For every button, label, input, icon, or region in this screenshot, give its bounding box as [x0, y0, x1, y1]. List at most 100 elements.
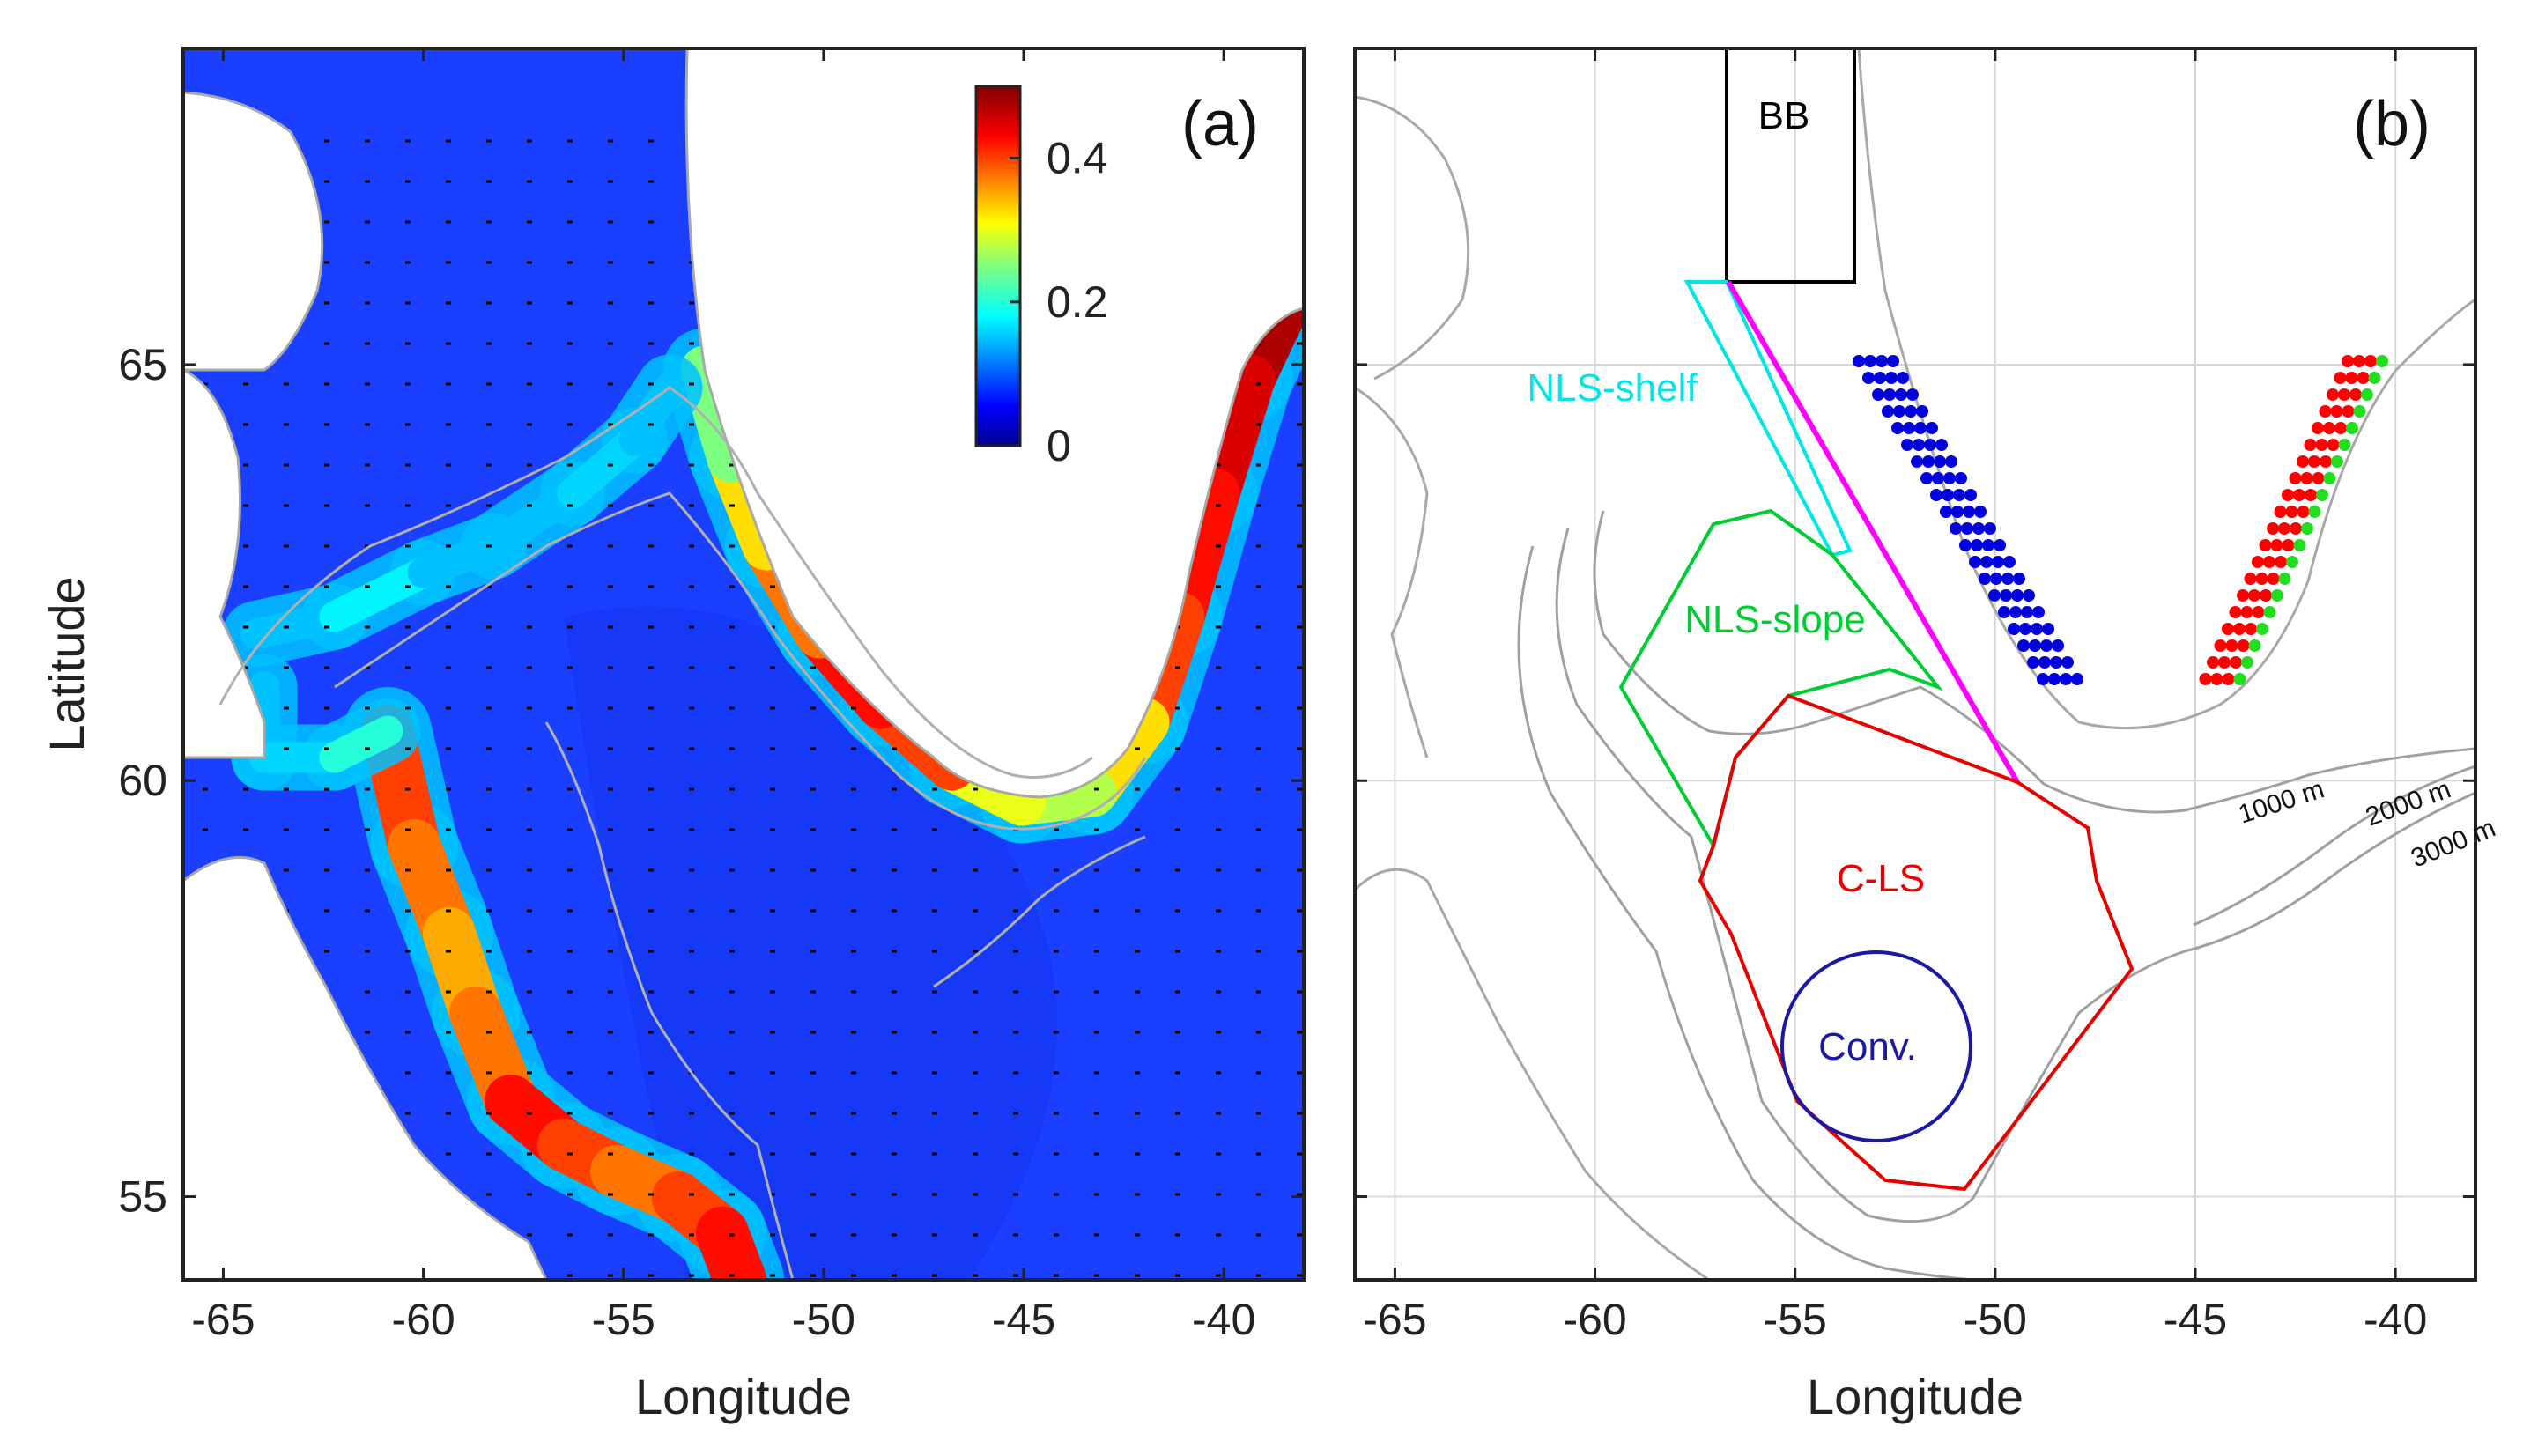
panel-b-frame	[1353, 47, 2477, 1282]
station-dot-east-inner	[2364, 355, 2377, 367]
station-dot-east-inner	[2267, 522, 2279, 535]
station-dot-west	[1994, 539, 2006, 551]
panel-b-xlabel: Longitude	[1807, 1369, 2024, 1424]
station-dot-west	[2019, 623, 2031, 635]
panel-b-map	[1355, 48, 2475, 1280]
station-dot-west	[2038, 656, 2051, 669]
station-dot-east-outer	[2293, 539, 2306, 551]
station-dot-east-inner	[2323, 422, 2335, 434]
station-dot-east-outer	[2248, 639, 2261, 652]
colorbar-tick-label: 0	[1047, 421, 1071, 470]
label-nls-slope: NLS-slope	[1684, 598, 1865, 641]
panel-a-ylabel: Latitude	[39, 576, 94, 751]
station-dot-east-outer	[2346, 422, 2358, 434]
station-dot-east-outer	[2301, 522, 2313, 535]
labrador-current-core	[696, 1207, 766, 1280]
label-bb: BB	[1758, 94, 1810, 137]
station-dot-west	[2000, 589, 2012, 602]
panel-b-grid	[1355, 48, 2475, 1280]
station-dot-west	[1903, 422, 1915, 434]
station-dot-east-inner	[2267, 573, 2280, 585]
station-dot-east-outer	[2308, 506, 2321, 518]
station-dot-east-outer	[2278, 573, 2291, 585]
station-dot-east-outer	[2361, 388, 2373, 401]
baffin-island-south	[183, 368, 266, 759]
colorbar-tick-label: 0.4	[1047, 134, 1108, 183]
station-dot-east-inner	[2334, 422, 2347, 434]
station-dot-west	[2071, 673, 2083, 685]
isobath-1000	[1593, 510, 2475, 814]
station-dot-west	[2060, 673, 2072, 685]
station-dot-east-inner	[2233, 623, 2246, 635]
station-dot-east-inner	[2237, 639, 2250, 652]
station-dot-west	[1853, 355, 1865, 367]
station-dot-west	[1905, 405, 1917, 418]
station-dot-west	[1971, 539, 1983, 551]
baffin-outflow-core	[618, 372, 685, 456]
station-dot-west	[1959, 539, 1972, 551]
station-dot-west	[1980, 556, 1993, 568]
station-dot-east-inner	[2248, 589, 2260, 602]
colorbar-gradient	[974, 85, 1022, 447]
station-dot-west	[1930, 489, 1942, 501]
station-dot-east-outer	[2353, 405, 2366, 418]
station-dot-east-inner	[2319, 405, 2332, 418]
station-dot-east-outer	[2286, 556, 2298, 568]
station-dot-east-outer	[2376, 355, 2388, 367]
baffin-coast	[1355, 95, 1470, 381]
station-dot-west	[1906, 388, 1919, 401]
isobath-east	[933, 835, 1146, 988]
station-dot-west	[2011, 589, 2024, 602]
station-dot-west	[2040, 639, 2053, 652]
station-dot-east-outer	[2316, 489, 2328, 501]
station-dot-east-inner	[2222, 623, 2234, 635]
station-dot-west	[1922, 455, 1935, 468]
station-dot-west	[1964, 489, 1977, 501]
section-line	[1726, 280, 2020, 784]
station-dot-east-outer	[2241, 656, 2253, 669]
x-tick-label: -60	[391, 1295, 455, 1344]
isobath-3000	[1517, 545, 1974, 1280]
station-dot-east-inner	[2305, 489, 2317, 501]
station-dot-east-inner	[2222, 673, 2235, 685]
labrador	[183, 855, 548, 1280]
station-dot-west	[1882, 405, 1894, 418]
greenland-coast	[1857, 48, 2475, 730]
station-dot-west	[1862, 372, 1875, 384]
station-dot-west	[1990, 573, 2002, 585]
isobath-1000	[218, 386, 1093, 779]
station-dot-east-inner	[2255, 573, 2268, 585]
station-dot-east-inner	[2330, 405, 2343, 418]
station-dot-east-inner	[2252, 556, 2264, 568]
station-dot-west	[2037, 673, 2049, 685]
station-dot-east-outer	[2233, 673, 2246, 685]
station-dot-east-inner	[2214, 639, 2227, 652]
x-tick-label: -65	[1363, 1295, 1426, 1344]
station-dot-west	[1945, 455, 1957, 468]
station-dot-west	[1874, 372, 1886, 384]
station-dot-west	[1969, 556, 1981, 568]
station-dot-west	[1932, 472, 1944, 484]
station-dot-west	[1891, 422, 1904, 434]
station-dot-east-inner	[2259, 539, 2272, 551]
isobath-2000	[334, 491, 1147, 831]
station-dot-west	[1911, 455, 1923, 468]
station-dot-east-outer	[2331, 455, 2343, 468]
region-nls-shelf	[1683, 280, 1853, 558]
station-dot-east-inner	[2278, 522, 2290, 535]
station-dot-west	[1901, 439, 1913, 451]
station-dot-west	[2013, 573, 2025, 585]
station-dot-east-inner	[2304, 439, 2317, 451]
station-dot-east-outer	[2263, 606, 2276, 618]
panel-a-ticks: -65 -60 -55 -50 -45 -40 55 60 65	[118, 48, 1304, 1344]
station-dot-west	[1943, 472, 1956, 484]
station-dot-east-inner	[2245, 623, 2257, 635]
panel-a: -65 -60 -55 -50 -45 -40 55 60 65 (a) Longitude L…	[39, 47, 1306, 1424]
station-dot-west	[1953, 489, 1965, 501]
isobath-3000	[544, 721, 795, 1280]
station-dot-west	[2029, 639, 2041, 652]
panel-b-isobaths	[1517, 510, 2475, 1280]
station-dot-west	[1951, 506, 1964, 518]
x-tick-label: -45	[2164, 1295, 2227, 1344]
